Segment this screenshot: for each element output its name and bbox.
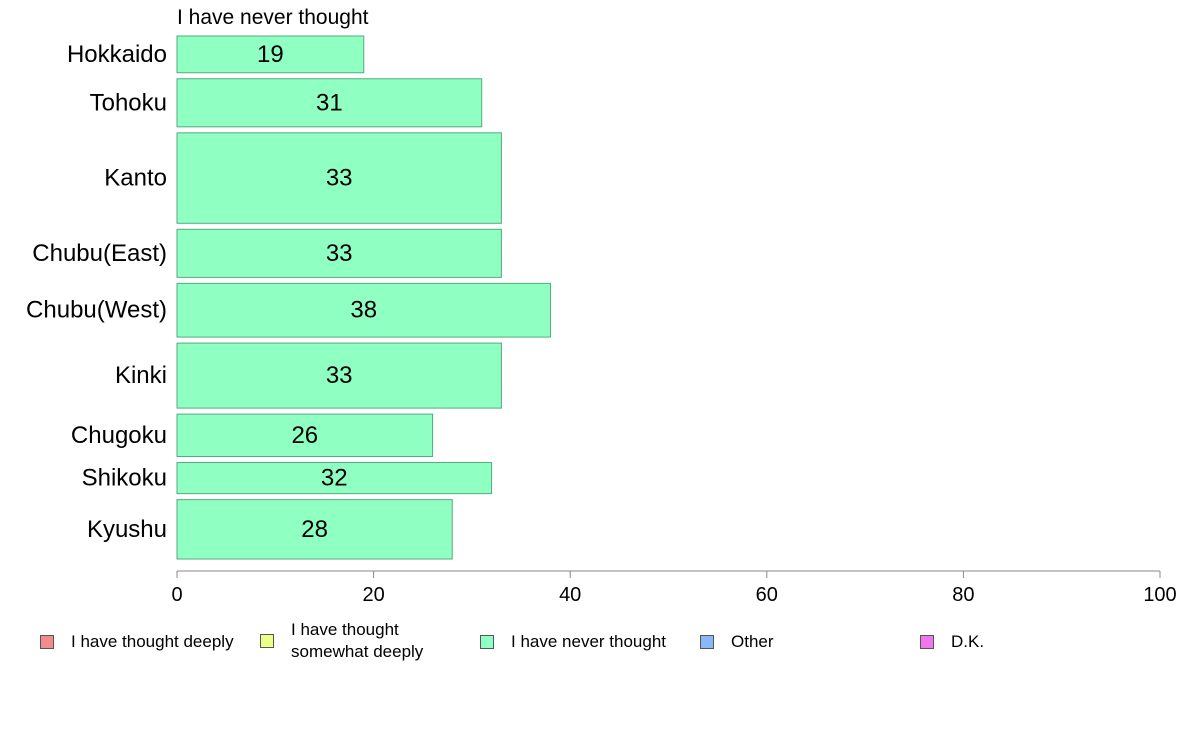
bar-value-label: 33	[326, 362, 353, 389]
bar	[176, 413, 434, 458]
legend-swatch	[40, 635, 54, 649]
category-label: Kyushu	[87, 516, 167, 543]
bar-value-label: 26	[291, 422, 318, 449]
bar	[176, 35, 365, 74]
bar	[176, 462, 493, 495]
category-label: Kanto	[104, 165, 167, 192]
legend-item-other: Other	[700, 631, 774, 653]
category-label: Chubu(East)	[32, 240, 167, 267]
bar-value-label: 32	[321, 465, 348, 492]
bar	[176, 132, 502, 224]
legend-label: D.K.	[951, 632, 985, 651]
bar-value-label: 33	[326, 240, 353, 267]
x-tick-label: 80	[952, 584, 974, 606]
legend-label: I have never thought	[511, 632, 667, 651]
legend-item-dk: D.K.	[920, 631, 984, 653]
bar	[176, 499, 453, 560]
legend-label: I have thought somewhat deeply	[291, 620, 424, 661]
bar	[176, 342, 502, 409]
bar-value-label: 19	[257, 41, 284, 68]
category-label: Tohoku	[90, 89, 167, 116]
bar-value-label: 33	[326, 165, 353, 192]
bar-value-label: 28	[301, 516, 328, 543]
legend-item-thought-somewhat-deeply: I have thought somewhat deeply	[260, 619, 423, 663]
bar-value-label: 38	[350, 297, 377, 324]
panel-title: I have never thought	[177, 6, 369, 29]
category-label: Chugoku	[71, 422, 167, 449]
legend-item-never-thought: I have never thought	[480, 631, 666, 653]
category-label: Shikoku	[82, 465, 167, 492]
x-tick-label: 100	[1143, 584, 1176, 606]
legend-swatch	[920, 635, 934, 649]
category-label: Chubu(West)	[26, 297, 167, 324]
x-tick-label: 60	[756, 584, 778, 606]
x-tick-label: 20	[362, 584, 384, 606]
category-label: Kinki	[115, 362, 167, 389]
bar-value-label: 31	[316, 89, 343, 116]
legend-item-thought-deeply: I have thought deeply	[40, 631, 234, 653]
legend-label: Other	[731, 632, 774, 651]
bar	[176, 78, 483, 128]
bar	[176, 282, 552, 338]
legend-swatch	[260, 634, 274, 648]
legend-label: I have thought deeply	[71, 632, 234, 651]
legend-swatch	[700, 635, 714, 649]
legend-swatch	[480, 635, 494, 649]
x-tick-label: 0	[171, 584, 182, 606]
category-label: Hokkaido	[67, 41, 167, 68]
bar	[176, 228, 502, 278]
x-tick-label: 40	[559, 584, 581, 606]
